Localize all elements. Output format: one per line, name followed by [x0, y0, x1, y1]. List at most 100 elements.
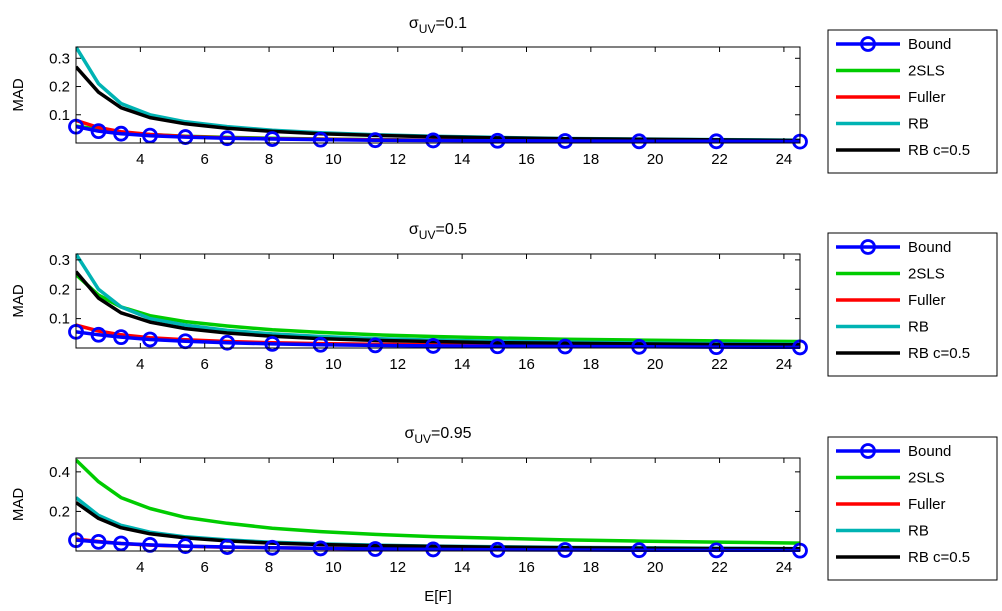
y-tick-label: 0.3: [49, 50, 70, 67]
x-tick-label: 8: [265, 356, 273, 373]
sigma-value: =0.5: [435, 221, 467, 238]
legend-label: RB: [908, 116, 929, 133]
legend-marker: [860, 239, 876, 255]
bound-marker: [264, 335, 281, 352]
x-tick-label: 6: [201, 151, 209, 168]
bound-marker: [367, 337, 384, 354]
x-tick-label: 20: [647, 151, 664, 168]
bound-marker: [489, 132, 506, 149]
legend-item: Fuller: [836, 496, 946, 513]
bound-marker: [113, 535, 129, 552]
legend-label: RB: [908, 319, 929, 336]
x-tick-label: 10: [325, 151, 342, 168]
x-tick-label: 20: [647, 356, 664, 373]
legend-label: 2SLS: [908, 266, 945, 283]
bound-marker: [113, 329, 129, 346]
bound-marker: [425, 541, 442, 558]
y-tick-label: 0.2: [49, 79, 70, 96]
sigma-subscript: UV: [414, 432, 431, 446]
legend-label: RB c=0.5: [908, 345, 970, 362]
sigma-value: =0.1: [435, 15, 467, 32]
x-tick-label: 16: [518, 559, 535, 576]
x-tick-label: 10: [325, 559, 342, 576]
bound-marker: [557, 133, 574, 149]
bound-marker: [367, 132, 384, 149]
legend-label: Fuller: [908, 496, 946, 513]
x-tick-label: 18: [583, 559, 600, 576]
sigma-symbol: σ: [409, 15, 419, 32]
bound-marker: [708, 133, 725, 150]
axes-box: [75, 46, 801, 144]
legend-marker: [860, 443, 876, 459]
x-tick-label: 20: [647, 559, 664, 576]
bound-marker: [90, 533, 107, 550]
y-axis-label: MAD: [10, 284, 27, 318]
bound-marker: [425, 132, 442, 149]
legend-label: RB: [908, 523, 929, 540]
legend-item: Bound: [836, 36, 951, 53]
bound-marker: [113, 125, 129, 142]
axes-box: [75, 457, 801, 552]
y-axis-label: MAD: [10, 78, 27, 112]
panel-1: σUV=0.1 MAD 4 6 8 10 12 14 16 18 20 22 24 0.1 0.2 0.3 Bo…: [10, 15, 998, 174]
bound-marker: [312, 131, 329, 148]
x-tick-label: 22: [711, 356, 728, 373]
legend-item: Fuller: [836, 292, 946, 309]
legend: Bound 2SLS Fuller RB RB c=0.5: [827, 29, 998, 174]
panel-2: σUV=0.5 MAD 4 6 8 10 12 14 16 18 20 22 24 0.1 0.2 0.3 Bo…: [10, 221, 998, 377]
y-tick-label: 0.1: [49, 311, 70, 328]
legend-label: Fuller: [908, 89, 946, 106]
legend: Bound 2SLS Fuller RB RB c=0.5: [827, 436, 998, 581]
bound-marker: [367, 541, 384, 557]
x-tick-label: 14: [454, 151, 471, 168]
bound-marker: [312, 540, 329, 557]
bound-marker: [177, 129, 194, 145]
bound-marker: [312, 336, 329, 353]
legend: Bound 2SLS Fuller RB RB c=0.5: [827, 232, 998, 377]
legend-label: Bound: [908, 36, 951, 53]
bound-marker: [90, 123, 107, 140]
x-tick-label: 4: [136, 559, 144, 576]
y-tick-label: 0.3: [49, 252, 70, 269]
bound-marker: [631, 542, 648, 559]
x-tick-label: 10: [325, 356, 342, 373]
sigma-value: =0.95: [431, 425, 472, 442]
bound-marker: [177, 538, 194, 554]
bound-marker: [489, 338, 506, 355]
legend-item: 2SLS: [836, 63, 945, 80]
legend-item: 2SLS: [836, 470, 945, 487]
x-tick-label: 14: [454, 559, 471, 576]
bound-marker: [425, 338, 442, 354]
legend-item: RB c=0.5: [836, 345, 970, 362]
y-axis-label: MAD: [10, 488, 27, 522]
sigma-symbol: σ: [404, 425, 414, 442]
x-tick-label: 22: [711, 559, 728, 576]
legend-label: RB c=0.5: [908, 549, 970, 566]
bound-marker: [489, 541, 506, 558]
x-tick-label: 4: [136, 151, 144, 168]
bound-marker: [142, 127, 158, 144]
x-tick-label: 8: [265, 151, 273, 168]
series-line-2sls: [76, 458, 800, 545]
panel-3: σUV=0.95 MAD 4 6 8 10 12 14 16 18 20 22 24 0.2 0.4 Boun…: [10, 425, 998, 581]
bound-marker: [219, 130, 236, 147]
bound-marker: [557, 338, 574, 355]
panel-title: σUV=0.95: [404, 425, 471, 446]
axes-box: [75, 253, 801, 349]
bound-marker: [219, 539, 236, 555]
legend-marker: [860, 36, 876, 52]
x-tick-label: 24: [776, 559, 793, 576]
x-tick-label: 12: [389, 559, 406, 576]
series-line-bound: [76, 538, 800, 552]
bound-marker: [219, 334, 236, 351]
legend-item: RB c=0.5: [836, 549, 970, 566]
y-tick-label: 0.2: [49, 503, 70, 520]
sigma-subscript: UV: [419, 228, 436, 242]
x-tick-label: 12: [389, 151, 406, 168]
series-line-rb-c-0-5: [76, 501, 800, 551]
x-tick-label: 6: [201, 559, 209, 576]
bound-marker: [708, 339, 725, 356]
legend-label: 2SLS: [908, 63, 945, 80]
